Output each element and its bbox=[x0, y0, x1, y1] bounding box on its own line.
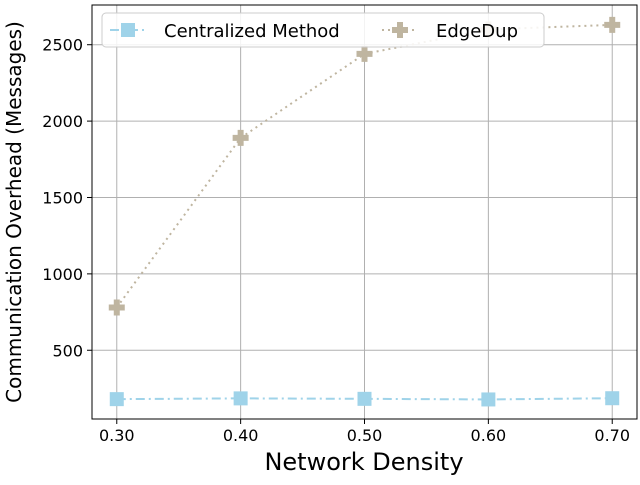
y-tick-label: 2000 bbox=[42, 112, 83, 131]
x-tick-label: 0.70 bbox=[594, 426, 630, 445]
x-tick-label: 0.50 bbox=[347, 426, 383, 445]
data-series bbox=[108, 16, 621, 407]
x-axis-title: Network Density bbox=[264, 448, 463, 476]
legend-box bbox=[101, 12, 545, 48]
y-tick-label: 2500 bbox=[42, 36, 83, 55]
data-point bbox=[481, 392, 496, 407]
x-axis-ticks: 0.30 0.40 0.50 0.60 0.70 bbox=[99, 419, 630, 445]
data-point bbox=[604, 16, 621, 33]
legend-label: Centralized Method bbox=[164, 21, 340, 42]
y-tick-label: 1000 bbox=[42, 265, 83, 284]
data-point bbox=[109, 392, 124, 407]
y-tick-label: 1500 bbox=[42, 188, 83, 207]
data-point bbox=[108, 299, 125, 316]
x-tick-label: 0.60 bbox=[471, 426, 507, 445]
legend-entry-edgedup: EdgeDup bbox=[382, 21, 518, 42]
series-0 bbox=[109, 391, 620, 407]
legend-label: EdgeDup bbox=[436, 21, 518, 42]
y-axis-title: Communication Overhead (Messages) bbox=[2, 21, 26, 403]
data-point bbox=[232, 129, 249, 146]
legend-entry-centralized: Centralized Method bbox=[110, 21, 340, 42]
data-point bbox=[356, 45, 373, 62]
y-tick-label: 500 bbox=[52, 341, 83, 360]
data-point bbox=[605, 391, 620, 406]
x-tick-label: 0.30 bbox=[99, 426, 135, 445]
x-tick-label: 0.40 bbox=[223, 426, 259, 445]
series-line bbox=[115, 23, 613, 309]
legend: Centralized Method EdgeDup bbox=[101, 12, 545, 48]
legend-marker bbox=[121, 23, 135, 37]
legend-marker bbox=[392, 22, 408, 38]
data-point bbox=[357, 391, 372, 406]
y-axis-ticks: 500 1000 1500 2000 2500 bbox=[42, 36, 92, 360]
data-point bbox=[233, 391, 248, 406]
